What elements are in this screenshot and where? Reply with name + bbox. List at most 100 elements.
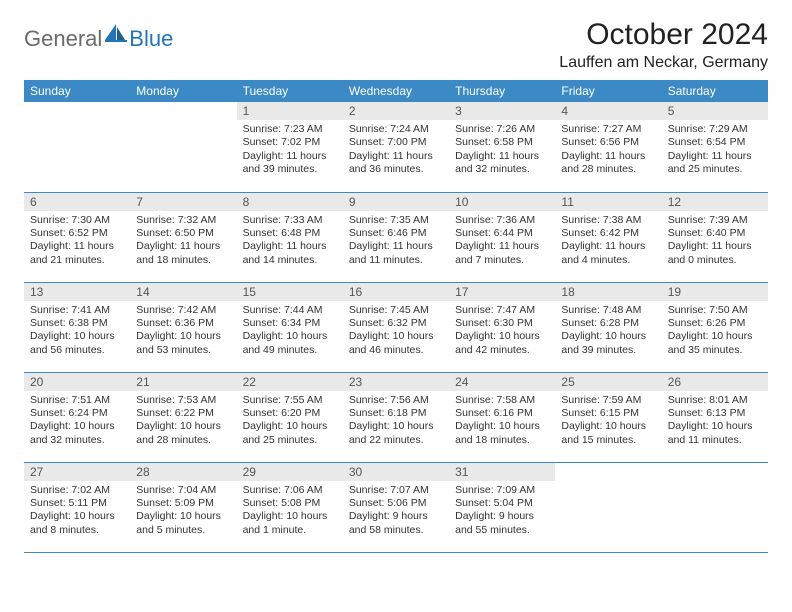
day-details: Sunrise: 7:29 AMSunset: 6:54 PMDaylight:… — [662, 120, 768, 181]
day-cell: 22Sunrise: 7:55 AMSunset: 6:20 PMDayligh… — [237, 372, 343, 462]
day-details: Sunrise: 7:09 AMSunset: 5:04 PMDaylight:… — [449, 481, 555, 542]
sunrise-text: Sunrise: 7:29 AM — [668, 123, 762, 136]
daylight-text: Daylight: 11 hours and 14 minutes. — [243, 240, 337, 267]
sunset-text: Sunset: 6:22 PM — [136, 407, 230, 420]
day-cell: 1Sunrise: 7:23 AMSunset: 7:02 PMDaylight… — [237, 102, 343, 192]
day-cell: 5Sunrise: 7:29 AMSunset: 6:54 PMDaylight… — [662, 102, 768, 192]
day-cell: 15Sunrise: 7:44 AMSunset: 6:34 PMDayligh… — [237, 282, 343, 372]
sunrise-text: Sunrise: 7:30 AM — [30, 214, 124, 227]
day-details: Sunrise: 7:38 AMSunset: 6:42 PMDaylight:… — [555, 211, 661, 272]
sunset-text: Sunset: 5:11 PM — [30, 497, 124, 510]
location-label: Lauffen am Neckar, Germany — [559, 54, 768, 72]
day-number: 14 — [130, 283, 236, 301]
day-number: 1 — [237, 102, 343, 120]
day-details: Sunrise: 7:47 AMSunset: 6:30 PMDaylight:… — [449, 301, 555, 362]
sunset-text: Sunset: 6:20 PM — [243, 407, 337, 420]
day-details: Sunrise: 7:35 AMSunset: 6:46 PMDaylight:… — [343, 211, 449, 272]
day-details: Sunrise: 8:01 AMSunset: 6:13 PMDaylight:… — [662, 391, 768, 452]
daylight-text: Daylight: 10 hours and 15 minutes. — [561, 420, 655, 447]
day-number: 13 — [24, 283, 130, 301]
day-cell: 31Sunrise: 7:09 AMSunset: 5:04 PMDayligh… — [449, 462, 555, 552]
sunset-text: Sunset: 6:15 PM — [561, 407, 655, 420]
calendar-table: Sunday Monday Tuesday Wednesday Thursday… — [24, 80, 768, 553]
daylight-text: Daylight: 10 hours and 11 minutes. — [668, 420, 762, 447]
day-details: Sunrise: 7:41 AMSunset: 6:38 PMDaylight:… — [24, 301, 130, 362]
sunset-text: Sunset: 6:38 PM — [30, 317, 124, 330]
day-details: Sunrise: 7:02 AMSunset: 5:11 PMDaylight:… — [24, 481, 130, 542]
day-number: 19 — [662, 283, 768, 301]
daylight-text: Daylight: 10 hours and 28 minutes. — [136, 420, 230, 447]
sunrise-text: Sunrise: 7:58 AM — [455, 394, 549, 407]
daylight-text: Daylight: 10 hours and 56 minutes. — [30, 330, 124, 357]
day-cell: 13Sunrise: 7:41 AMSunset: 6:38 PMDayligh… — [24, 282, 130, 372]
day-number: 12 — [662, 193, 768, 211]
day-details: Sunrise: 7:32 AMSunset: 6:50 PMDaylight:… — [130, 211, 236, 272]
day-number: 8 — [237, 193, 343, 211]
daylight-text: Daylight: 10 hours and 5 minutes. — [136, 510, 230, 537]
sunset-text: Sunset: 6:18 PM — [349, 407, 443, 420]
daylight-text: Daylight: 11 hours and 11 minutes. — [349, 240, 443, 267]
day-number: 30 — [343, 463, 449, 481]
daylight-text: Daylight: 10 hours and 32 minutes. — [30, 420, 124, 447]
logo: General Blue — [24, 18, 173, 52]
day-number: 20 — [24, 373, 130, 391]
sunset-text: Sunset: 6:50 PM — [136, 227, 230, 240]
sunset-text: Sunset: 6:52 PM — [30, 227, 124, 240]
sunrise-text: Sunrise: 7:27 AM — [561, 123, 655, 136]
daylight-text: Daylight: 10 hours and 53 minutes. — [136, 330, 230, 357]
week-row: 1Sunrise: 7:23 AMSunset: 7:02 PMDaylight… — [24, 102, 768, 192]
day-cell: 23Sunrise: 7:56 AMSunset: 6:18 PMDayligh… — [343, 372, 449, 462]
sunset-text: Sunset: 6:48 PM — [243, 227, 337, 240]
daylight-text: Daylight: 11 hours and 0 minutes. — [668, 240, 762, 267]
sunrise-text: Sunrise: 7:55 AM — [243, 394, 337, 407]
sunrise-text: Sunrise: 7:53 AM — [136, 394, 230, 407]
day-details: Sunrise: 7:50 AMSunset: 6:26 PMDaylight:… — [662, 301, 768, 362]
sunset-text: Sunset: 7:00 PM — [349, 136, 443, 149]
day-number: 31 — [449, 463, 555, 481]
sunrise-text: Sunrise: 7:50 AM — [668, 304, 762, 317]
sunset-text: Sunset: 6:16 PM — [455, 407, 549, 420]
day-number: 28 — [130, 463, 236, 481]
day-details: Sunrise: 7:30 AMSunset: 6:52 PMDaylight:… — [24, 211, 130, 272]
sunset-text: Sunset: 6:26 PM — [668, 317, 762, 330]
sunset-text: Sunset: 6:34 PM — [243, 317, 337, 330]
day-details: Sunrise: 7:36 AMSunset: 6:44 PMDaylight:… — [449, 211, 555, 272]
daylight-text: Daylight: 10 hours and 35 minutes. — [668, 330, 762, 357]
page-header: General Blue October 2024 Lauffen am Nec… — [24, 18, 768, 72]
day-details: Sunrise: 7:44 AMSunset: 6:34 PMDaylight:… — [237, 301, 343, 362]
daylight-text: Daylight: 11 hours and 25 minutes. — [668, 150, 762, 177]
daylight-text: Daylight: 10 hours and 42 minutes. — [455, 330, 549, 357]
day-details: Sunrise: 7:56 AMSunset: 6:18 PMDaylight:… — [343, 391, 449, 452]
sunrise-text: Sunrise: 7:26 AM — [455, 123, 549, 136]
daylight-text: Daylight: 11 hours and 7 minutes. — [455, 240, 549, 267]
day-header: Tuesday — [237, 80, 343, 102]
day-number: 15 — [237, 283, 343, 301]
daylight-text: Daylight: 10 hours and 1 minute. — [243, 510, 337, 537]
sunrise-text: Sunrise: 7:06 AM — [243, 484, 337, 497]
daylight-text: Daylight: 9 hours and 55 minutes. — [455, 510, 549, 537]
day-details: Sunrise: 7:33 AMSunset: 6:48 PMDaylight:… — [237, 211, 343, 272]
day-cell: 16Sunrise: 7:45 AMSunset: 6:32 PMDayligh… — [343, 282, 449, 372]
sunset-text: Sunset: 6:30 PM — [455, 317, 549, 330]
month-title: October 2024 — [559, 18, 768, 52]
daylight-text: Daylight: 11 hours and 39 minutes. — [243, 150, 337, 177]
day-number: 26 — [662, 373, 768, 391]
day-details: Sunrise: 7:07 AMSunset: 5:06 PMDaylight:… — [343, 481, 449, 542]
day-cell: 19Sunrise: 7:50 AMSunset: 6:26 PMDayligh… — [662, 282, 768, 372]
day-cell: 10Sunrise: 7:36 AMSunset: 6:44 PMDayligh… — [449, 192, 555, 282]
sunset-text: Sunset: 7:02 PM — [243, 136, 337, 149]
sunset-text: Sunset: 6:32 PM — [349, 317, 443, 330]
sunset-text: Sunset: 6:28 PM — [561, 317, 655, 330]
sunset-text: Sunset: 5:09 PM — [136, 497, 230, 510]
sunrise-text: Sunrise: 7:04 AM — [136, 484, 230, 497]
day-number: 23 — [343, 373, 449, 391]
day-details: Sunrise: 7:45 AMSunset: 6:32 PMDaylight:… — [343, 301, 449, 362]
day-cell: 24Sunrise: 7:58 AMSunset: 6:16 PMDayligh… — [449, 372, 555, 462]
sunrise-text: Sunrise: 8:01 AM — [668, 394, 762, 407]
day-number: 9 — [343, 193, 449, 211]
daylight-text: Daylight: 11 hours and 28 minutes. — [561, 150, 655, 177]
sunrise-text: Sunrise: 7:51 AM — [30, 394, 124, 407]
day-cell: 27Sunrise: 7:02 AMSunset: 5:11 PMDayligh… — [24, 462, 130, 552]
day-header: Friday — [555, 80, 661, 102]
day-cell: 14Sunrise: 7:42 AMSunset: 6:36 PMDayligh… — [130, 282, 236, 372]
